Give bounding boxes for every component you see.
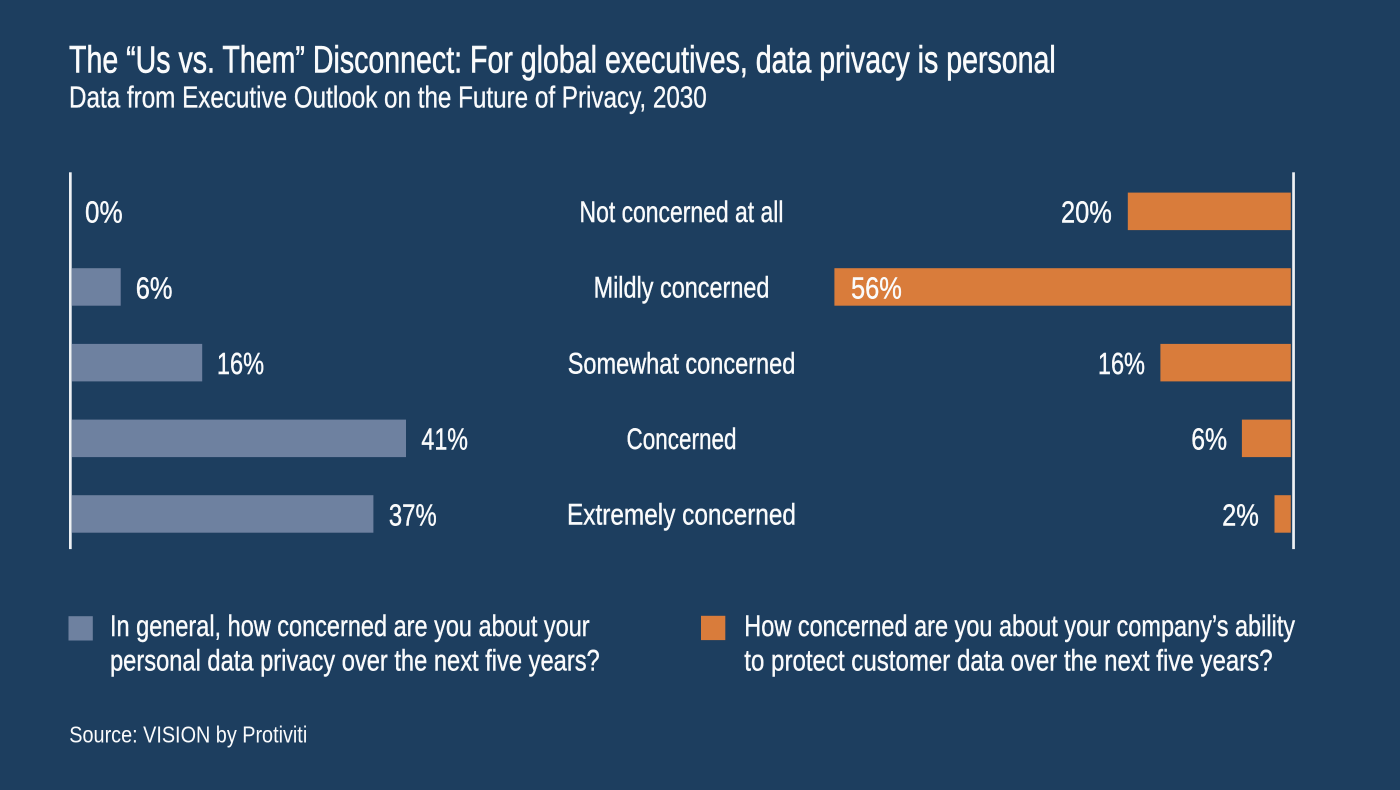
svg-text:Data from Executive Outlook on: Data from Executive Outlook on the Futur… [69,80,707,115]
svg-text:Not concerned at all: Not concerned at all [580,195,784,229]
svg-text:56%: 56% [851,271,902,306]
svg-text:6%: 6% [1191,422,1227,456]
svg-text:37%: 37% [389,497,437,532]
svg-text:Extremely concerned: Extremely concerned [567,497,796,531]
svg-text:Mildly concerned: Mildly concerned [594,271,770,304]
svg-text:How concerned are you about yo: How concerned are you about your company… [744,609,1295,642]
svg-text:6%: 6% [136,271,173,306]
svg-text:Source: VISION by Protiviti: Source: VISION by Protiviti [69,721,307,748]
svg-text:The “Us vs. Them” Disconnect:: The “Us vs. Them” Disconnect: For global… [69,40,1056,82]
svg-text:Somewhat concerned: Somewhat concerned [568,347,796,380]
svg-text:41%: 41% [421,421,468,456]
svg-text:Concerned: Concerned [627,422,737,456]
svg-text:personal data privacy over the: personal data privacy over the next five… [110,644,600,677]
svg-text:16%: 16% [1098,346,1145,381]
svg-text:2%: 2% [1222,498,1259,533]
svg-text:20%: 20% [1061,195,1112,230]
svg-text:16%: 16% [217,346,264,381]
svg-text:0%: 0% [85,196,123,231]
svg-text:to protect customer data over: to protect customer data over the next f… [744,643,1272,677]
svg-text:In general, how concerned are: In general, how concerned are you about … [110,609,590,642]
